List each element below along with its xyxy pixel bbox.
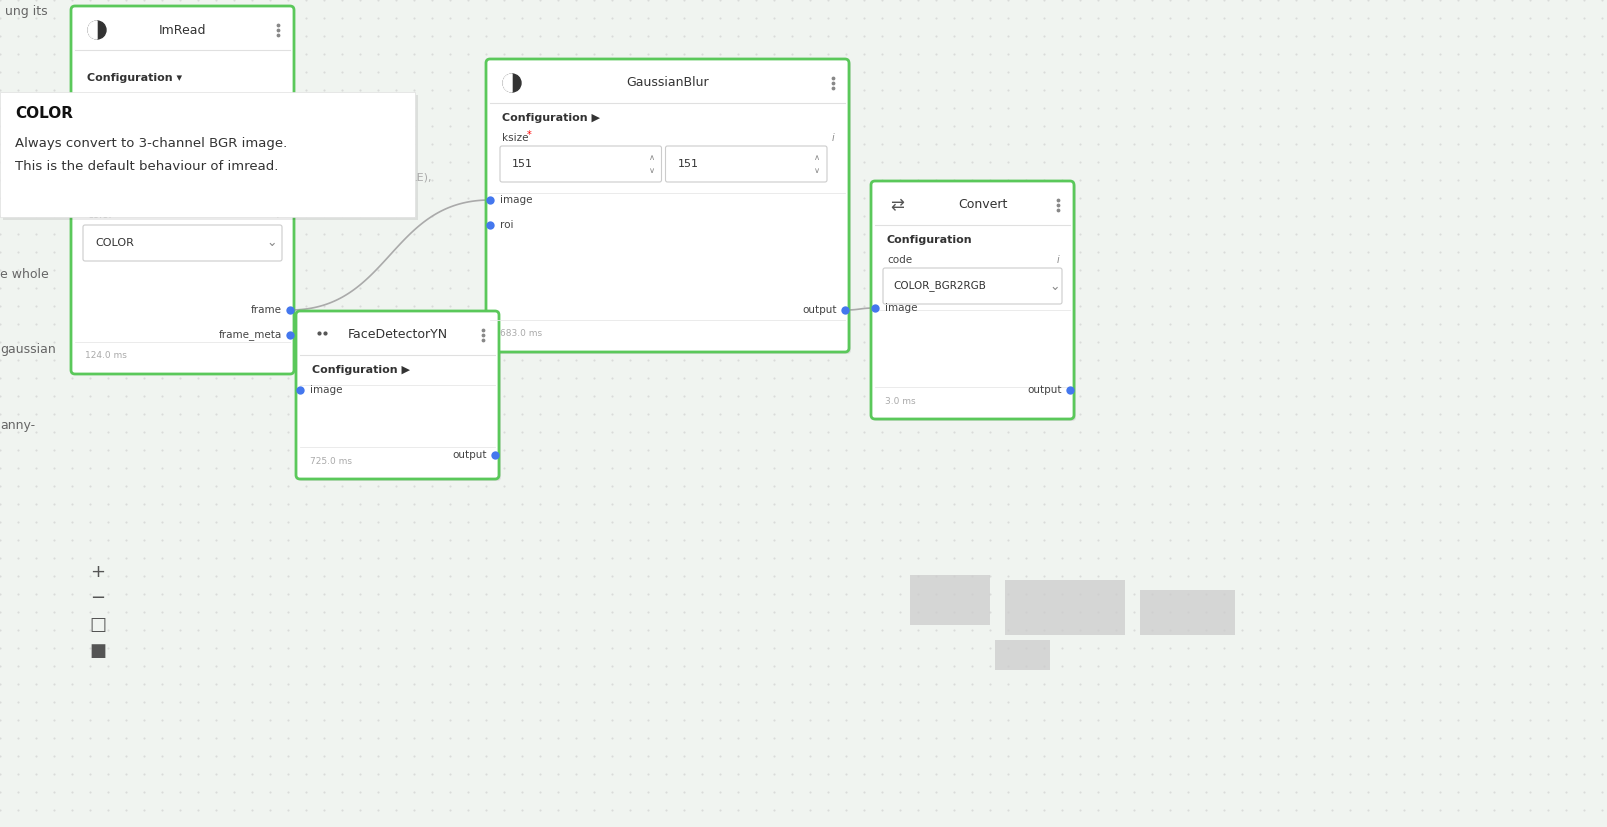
- Text: imic: imic: [379, 155, 407, 169]
- Text: ⌄: ⌄: [1049, 280, 1059, 293]
- Text: 124.0 ms: 124.0 ms: [85, 351, 127, 361]
- Text: ) or both (: ) or both (: [284, 190, 347, 203]
- Text: FaceDetectorYN: FaceDetectorYN: [347, 328, 447, 342]
- Text: ∧: ∧: [648, 153, 654, 162]
- Wedge shape: [503, 74, 511, 92]
- FancyBboxPatch shape: [0, 92, 415, 217]
- Text: ung its: ung its: [5, 6, 48, 18]
- Text: ANY: ANY: [358, 190, 382, 203]
- Text: This is the default behaviour of imread.: This is the default behaviour of imread.: [14, 160, 278, 174]
- Text: 151: 151: [511, 159, 532, 169]
- FancyBboxPatch shape: [297, 313, 501, 481]
- Text: 3-channel images (: 3-channel images (: [76, 190, 196, 203]
- Bar: [995, 640, 1049, 670]
- Text: ).: ).: [387, 190, 397, 203]
- Text: ■: ■: [90, 642, 106, 660]
- Text: i: i: [1056, 255, 1059, 265]
- Text: Configuration ▾: Configuration ▾: [87, 73, 182, 83]
- Bar: [910, 575, 990, 625]
- Text: ∨: ∨: [648, 166, 654, 174]
- Text: −: −: [90, 589, 106, 607]
- Text: COLOR: COLOR: [95, 238, 133, 248]
- Text: Convert: Convert: [958, 198, 1006, 212]
- Text: COLOR: COLOR: [14, 107, 72, 122]
- Text: +: +: [90, 563, 106, 581]
- FancyBboxPatch shape: [3, 95, 418, 220]
- FancyBboxPatch shape: [873, 183, 1075, 421]
- Text: 683.0 ms: 683.0 ms: [500, 329, 542, 338]
- FancyBboxPatch shape: [84, 225, 281, 261]
- Text: ⇄: ⇄: [890, 196, 903, 214]
- Text: i: i: [276, 210, 280, 220]
- Text: roi: roi: [500, 220, 513, 230]
- Circle shape: [88, 21, 106, 39]
- Text: 725.0 ms: 725.0 ms: [310, 457, 352, 466]
- Text: GaussianBlur: GaussianBlur: [625, 77, 709, 89]
- FancyBboxPatch shape: [882, 268, 1061, 304]
- Text: anny-: anny-: [0, 418, 35, 432]
- Wedge shape: [88, 21, 96, 39]
- Text: output type to include either single plane images (GRAYSCALE),: output type to include either single pla…: [76, 173, 431, 183]
- Text: Configuration ▶: Configuration ▶: [312, 365, 410, 375]
- Circle shape: [503, 74, 521, 92]
- FancyBboxPatch shape: [71, 6, 294, 119]
- Bar: [1139, 590, 1234, 635]
- Text: i: i: [831, 133, 834, 143]
- Text: ∨: ∨: [813, 166, 820, 174]
- Text: COLOR_BGR2RGB: COLOR_BGR2RGB: [892, 280, 985, 291]
- Text: image: image: [500, 195, 532, 205]
- FancyBboxPatch shape: [487, 61, 850, 354]
- Text: frame_meta: frame_meta: [219, 329, 281, 341]
- Text: image: image: [884, 303, 918, 313]
- Text: gaussian: gaussian: [0, 343, 56, 356]
- Text: Always convert to 3-channel BGR image.: Always convert to 3-channel BGR image.: [14, 137, 288, 151]
- Text: output: output: [802, 305, 837, 315]
- Text: ksize: ksize: [501, 133, 529, 143]
- Text: Configuration ▶: Configuration ▶: [501, 113, 599, 123]
- Text: ^: ^: [42, 203, 53, 217]
- Text: image: image: [310, 385, 342, 395]
- Text: output: output: [452, 450, 487, 460]
- Bar: [1004, 580, 1125, 635]
- FancyBboxPatch shape: [871, 181, 1073, 419]
- Text: ⌄: ⌄: [267, 237, 276, 250]
- Text: ∧: ∧: [813, 153, 820, 162]
- FancyBboxPatch shape: [485, 59, 848, 352]
- FancyBboxPatch shape: [500, 146, 660, 182]
- Text: output: output: [1027, 385, 1061, 395]
- Text: color: color: [87, 210, 112, 220]
- Text: 151: 151: [677, 159, 697, 169]
- Text: frame: frame: [251, 305, 281, 315]
- Text: e whole: e whole: [0, 269, 48, 281]
- Text: □: □: [90, 616, 106, 634]
- Text: code: code: [887, 255, 911, 265]
- Text: ImRead: ImRead: [159, 23, 206, 36]
- FancyBboxPatch shape: [296, 311, 498, 479]
- Text: ^: ^: [50, 203, 63, 218]
- Text: 3.0 ms: 3.0 ms: [884, 396, 914, 405]
- Text: Configuration: Configuration: [887, 235, 972, 245]
- Text: CALE),: CALE),: [355, 171, 397, 184]
- Text: COLOR: COLOR: [235, 190, 278, 203]
- FancyBboxPatch shape: [71, 191, 294, 374]
- Text: *: *: [527, 130, 532, 140]
- FancyBboxPatch shape: [665, 146, 826, 182]
